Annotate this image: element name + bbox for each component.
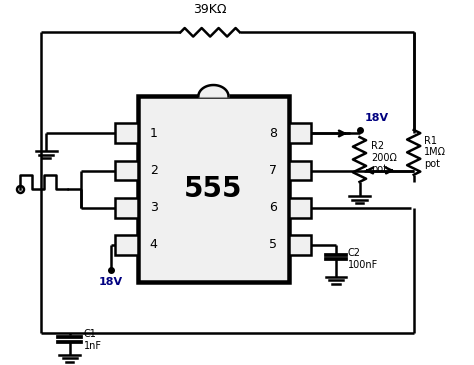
Text: 18V: 18V [364,113,388,123]
Bar [116,161,138,181]
Text: 555: 555 [184,175,243,203]
Text: 3: 3 [150,201,158,214]
Bar [289,197,311,218]
Bar [116,235,138,255]
Bar [138,96,289,282]
Bar [289,123,311,143]
Bar [289,235,311,255]
Text: 7: 7 [269,164,277,177]
Text: R2
200Ω
pot: R2 200Ω pot [371,141,397,174]
Text: 5: 5 [269,238,277,251]
Text: R1
1MΩ
pot: R1 1MΩ pot [424,136,446,169]
Text: 2: 2 [150,164,158,177]
Text: 18V: 18V [99,277,123,287]
Text: C1
1nF: C1 1nF [84,329,102,350]
Text: 39KΩ: 39KΩ [193,3,227,16]
Bar [116,197,138,218]
Text: 6: 6 [269,201,277,214]
Text: 1: 1 [150,127,158,140]
Text: 4: 4 [150,238,158,251]
Bar [289,161,311,181]
Text: C2
100nF: C2 100nF [348,248,378,270]
Text: 8: 8 [269,127,277,140]
Bar [116,123,138,143]
